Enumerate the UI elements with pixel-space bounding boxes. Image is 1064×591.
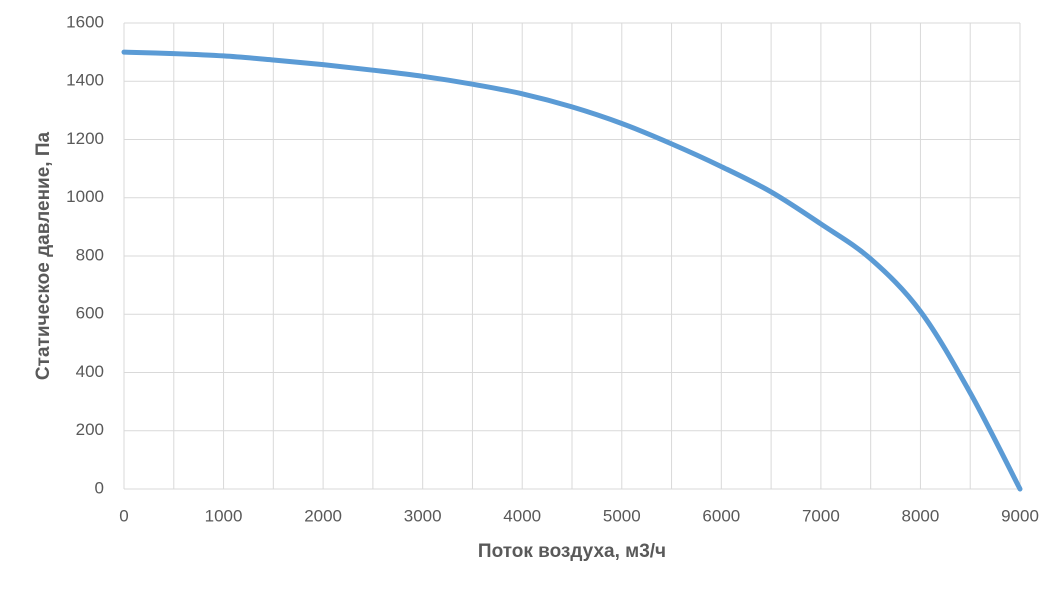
x-tick-label: 1000 <box>205 506 243 525</box>
y-tick-label: 1000 <box>66 187 104 206</box>
x-axis-title: Поток воздуха, м3/ч <box>478 541 666 562</box>
y-tick-label: 1200 <box>66 129 104 148</box>
x-tick-label: 7000 <box>802 506 840 525</box>
x-tick-label: 9000 <box>1001 506 1039 525</box>
y-tick-label: 600 <box>76 304 104 323</box>
y-tick-label: 400 <box>76 362 104 381</box>
x-tick-label: 8000 <box>902 506 940 525</box>
x-tick-label: 5000 <box>603 506 641 525</box>
data-line <box>121 49 1023 492</box>
y-tick-label: 200 <box>76 420 104 439</box>
x-tick-label: 6000 <box>702 506 740 525</box>
y-tick-label: 1600 <box>66 12 104 31</box>
x-tick-label: 4000 <box>503 506 541 525</box>
y-tick-label: 1400 <box>66 71 104 90</box>
y-tick-label: 0 <box>95 478 104 497</box>
y-axis-title: Статическое давление, Па <box>33 131 54 380</box>
x-tick-label: 2000 <box>304 506 342 525</box>
x-tick-label: 3000 <box>404 506 442 525</box>
y-tick-label: 800 <box>76 245 104 264</box>
x-tick-label: 0 <box>119 506 128 525</box>
